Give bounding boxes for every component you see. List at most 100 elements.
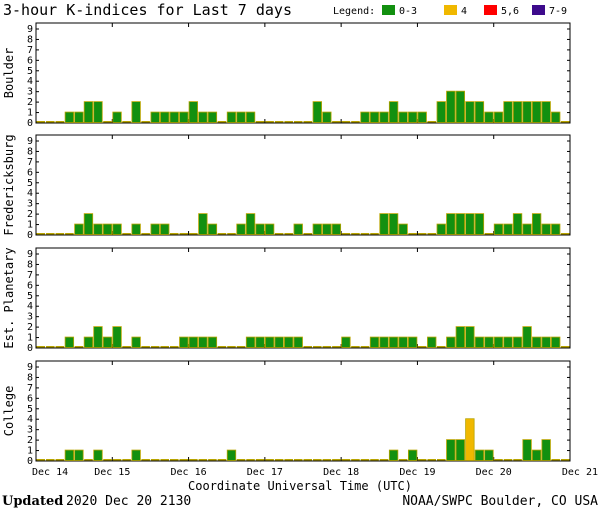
k-index-bar: [484, 336, 494, 348]
k-index-bar: [398, 336, 408, 348]
k-index-bar: [436, 223, 446, 235]
k-index-bar: [531, 449, 542, 461]
k-index-bar-zero: [303, 346, 313, 348]
k-index-bar-zero: [313, 459, 322, 461]
k-index-bar: [493, 111, 504, 123]
k-index-bar: [388, 336, 399, 348]
k-index-bar: [169, 111, 179, 123]
y-tick-label: 0: [27, 456, 33, 467]
k-index-bar-zero: [303, 121, 313, 123]
k-index-bar-zero: [351, 346, 360, 348]
k-index-bar-zero: [141, 121, 150, 123]
k-index-bar: [322, 111, 332, 123]
k-index-bar-zero: [274, 233, 284, 235]
panel-frame: [35, 22, 571, 124]
k-index-bar: [102, 336, 113, 348]
k-index-bar-zero: [427, 233, 436, 235]
y-tick-label: 8: [27, 34, 33, 45]
y-tick-label: 2: [27, 209, 33, 220]
y-tick-label: 8: [27, 372, 33, 383]
k-index-bar: [379, 213, 389, 235]
k-index-bar: [102, 223, 113, 235]
k-index-bar-zero: [55, 459, 65, 461]
k-index-bar: [455, 326, 466, 348]
k-index-bar-zero: [274, 121, 284, 123]
k-index-bar-zero: [160, 346, 169, 348]
k-index-bar: [512, 336, 523, 348]
y-tick-label: 9: [27, 24, 33, 35]
k-index-bar-zero: [36, 459, 46, 461]
y-tick-label: 0: [27, 118, 33, 129]
k-index-bar-zero: [112, 459, 122, 461]
k-index-bar-zero: [427, 121, 436, 123]
k-index-bar: [465, 101, 475, 123]
k-index-bar-zero: [398, 459, 408, 461]
y-tick-label: 9: [27, 362, 33, 373]
k-index-bar: [446, 439, 456, 461]
y-tick-label: 4: [27, 414, 33, 425]
y-tick-label: 2: [27, 322, 33, 333]
k-index-bar: [179, 111, 189, 123]
panel-name-label: Boulder: [2, 48, 16, 99]
legend-swatch: [444, 5, 457, 15]
k-index-bar-zero: [332, 459, 341, 461]
k-index-bar-zero: [437, 459, 446, 461]
k-index-bar: [407, 449, 418, 461]
k-index-bar: [226, 449, 237, 461]
k-index-bar: [446, 213, 456, 235]
k-index-bar-zero: [265, 459, 274, 461]
y-tick-label: 0: [27, 230, 33, 241]
k-index-bar-zero: [332, 346, 341, 348]
k-index-bar: [484, 111, 494, 123]
k-index-bar-zero: [370, 459, 379, 461]
y-tick-label: 5: [27, 66, 33, 77]
y-tick-label: 3: [27, 425, 33, 436]
k-index-bar: [493, 223, 504, 235]
k-index-bar: [64, 449, 75, 461]
k-index-bar: [93, 223, 103, 235]
k-index-bar: [312, 101, 322, 123]
k-index-bar: [474, 213, 485, 235]
k-index-bar: [541, 336, 551, 348]
k-index-bar: [179, 336, 189, 348]
k-index-bar-zero: [46, 346, 55, 348]
k-index-bar: [245, 111, 256, 123]
k-index-bar: [503, 223, 513, 235]
k-index-bar: [74, 223, 84, 235]
k-index-bar-zero: [360, 346, 370, 348]
updated-label: Updated: [2, 494, 63, 509]
k-index-bar: [541, 223, 551, 235]
k-index-bar: [531, 101, 542, 123]
y-tick-label: 9: [27, 249, 33, 260]
y-tick-label: 6: [27, 55, 33, 66]
k-index-bar: [388, 101, 399, 123]
k-index-bar-zero: [141, 459, 150, 461]
k-index-bar: [379, 111, 389, 123]
k-index-bar: [207, 111, 218, 123]
k-index-bar-zero: [84, 459, 93, 461]
k-index-bar-zero: [170, 233, 179, 235]
k-index-bar-zero: [560, 459, 570, 461]
k-index-bar: [446, 90, 456, 123]
k-index-bar: [474, 449, 485, 461]
k-index-bar-zero: [189, 233, 198, 235]
k-index-bar: [236, 223, 246, 235]
k-index-bar-zero: [227, 233, 236, 235]
k-index-bar: [255, 336, 265, 348]
k-index-bar: [474, 101, 485, 123]
k-index-bar: [522, 223, 532, 235]
k-index-bar-zero: [293, 121, 303, 123]
k-index-bar: [474, 336, 485, 348]
k-index-bar-zero: [103, 121, 112, 123]
k-index-bar: [274, 336, 284, 348]
k-index-bar: [379, 336, 389, 348]
k-index-bar: [198, 213, 208, 235]
k-index-bar: [446, 336, 456, 348]
x-tick-label: Dec 19: [399, 467, 435, 478]
y-tick-label: 4: [27, 76, 33, 87]
x-axis-ticks: Dec 14 Dec 15 Dec 16 Dec 17 Dec 18 Dec 19 Dec …: [32, 467, 598, 478]
k-index-bar-zero: [217, 459, 227, 461]
k-index-bar: [360, 111, 370, 123]
k-index-bar-zero: [150, 346, 160, 348]
